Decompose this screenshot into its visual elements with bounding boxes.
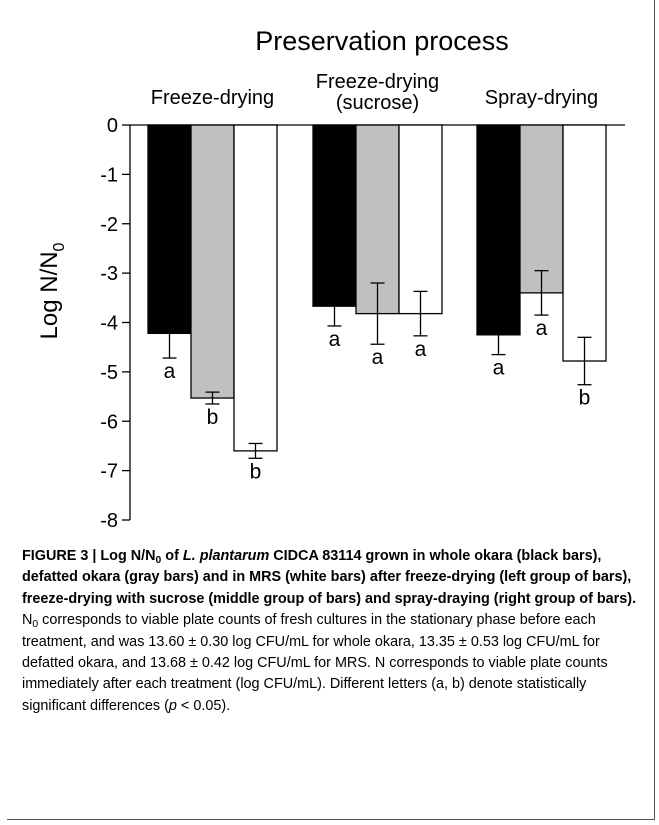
y-tick-label: -3 <box>100 263 118 285</box>
group-label: (sucrose) <box>336 92 419 114</box>
bar <box>355 124 400 315</box>
bar <box>519 124 564 294</box>
significance-letter: a <box>164 360 176 383</box>
figure-frame <box>7 0 655 820</box>
significance-letter: b <box>579 387 591 410</box>
group-label: Spray-drying <box>485 87 598 109</box>
chart-title: Preservation process <box>255 26 509 56</box>
significance-letter: a <box>415 338 427 361</box>
caption-p: p <box>168 697 177 714</box>
bar <box>233 124 278 452</box>
bar <box>398 124 443 315</box>
y-axis-label: Log N/N0 <box>36 242 68 339</box>
y-axis-label-text: Log N/N <box>36 251 63 339</box>
y-tick-label: -6 <box>100 411 118 433</box>
significance-letter: a <box>329 328 341 351</box>
significance-letter: b <box>207 406 219 429</box>
caption-n0: N <box>22 612 33 629</box>
group-label: Freeze-drying <box>316 71 439 93</box>
y-tick-label: 0 <box>107 115 118 137</box>
significance-letter: a <box>536 317 548 340</box>
y-tick-label: -5 <box>100 362 118 384</box>
y-tick-label: -2 <box>100 214 118 236</box>
svg-text:Log N/N0: Log N/N0 <box>36 242 68 339</box>
caption-title: FIGURE 3 | Log N/N0 of L. plantarum CIDC… <box>22 548 637 607</box>
caption-body: corresponds to viable plate counts of fr… <box>22 612 608 714</box>
bar-chart: Preservation process Log N/N0 0-1-2-3-4-… <box>36 26 625 532</box>
plot-area: 0 -1 -2 -3 -4 -5 -6 -7 -8 a b b a a a a a b Freeze-drying F… <box>100 71 625 532</box>
significance-letter: a <box>372 346 384 369</box>
bar <box>562 124 607 362</box>
bar <box>190 124 235 399</box>
bar <box>476 124 521 336</box>
figure-caption: FIGURE 3 | Log N/N0 of L. plantarum CIDC… <box>22 546 640 717</box>
bar <box>312 124 357 307</box>
group-label: Freeze-drying <box>151 87 274 109</box>
y-tick-label: -1 <box>100 164 118 186</box>
y-tick-label: -7 <box>100 461 118 483</box>
significance-letter: b <box>250 460 262 483</box>
y-tick-label: -4 <box>100 313 118 335</box>
y-axis-label-sub: 0 <box>51 242 68 251</box>
y-tick-label: -8 <box>100 510 118 532</box>
caption-end: < 0.05). <box>176 697 231 714</box>
bar <box>147 124 192 335</box>
caption-n0-sub: 0 <box>32 619 39 631</box>
significance-letter: a <box>493 357 505 380</box>
